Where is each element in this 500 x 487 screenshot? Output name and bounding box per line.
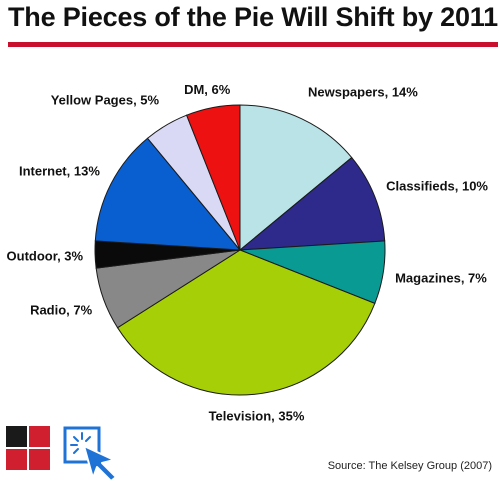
pie-slice-television <box>116 249 376 396</box>
pie-label-yellow-pages: Yellow Pages, 5% <box>51 92 160 107</box>
pie-slice-newspapers <box>239 104 353 252</box>
pie-slice-dm <box>185 104 241 251</box>
chart-title: The Pieces of the Pie Will Shift by 2011 <box>8 2 498 32</box>
source-note: Source: The Kelsey Group (2007) <box>327 460 492 472</box>
click-burst <box>70 432 91 454</box>
pie-labels: Newspapers, 14% Classifieds, 10% Magazines… <box>7 82 489 423</box>
pie-slice-classifieds <box>238 156 386 251</box>
icon-frame <box>63 426 101 464</box>
cursor-arrow <box>83 445 117 482</box>
title-underline <box>8 42 498 47</box>
click-cursor-icon <box>62 424 134 482</box>
pie-label-magazines: Magazines, 7% <box>395 270 487 285</box>
pie-slices <box>94 104 386 396</box>
logo-squares-icon <box>6 426 50 470</box>
logo-square-dark-top-left <box>6 426 27 447</box>
logo-square-red-bottom-left <box>6 449 27 470</box>
pie-label-television: Television, 35% <box>209 408 305 423</box>
logo-square-red-top-right <box>29 426 50 447</box>
pie-label-classifieds: Classifieds, 10% <box>386 179 488 194</box>
pie-label-radio: Radio, 7% <box>30 302 93 317</box>
logo-square-red-bottom-right <box>29 449 50 470</box>
pie-label-outdoor: Outdoor, 3% <box>7 249 84 264</box>
pie-slice-internet <box>94 137 242 251</box>
pie-label-dm: DM, 6% <box>184 82 231 97</box>
pie-label-newspapers: Newspapers, 14% <box>308 85 418 100</box>
pie-label-internet: Internet, 13% <box>19 164 100 179</box>
